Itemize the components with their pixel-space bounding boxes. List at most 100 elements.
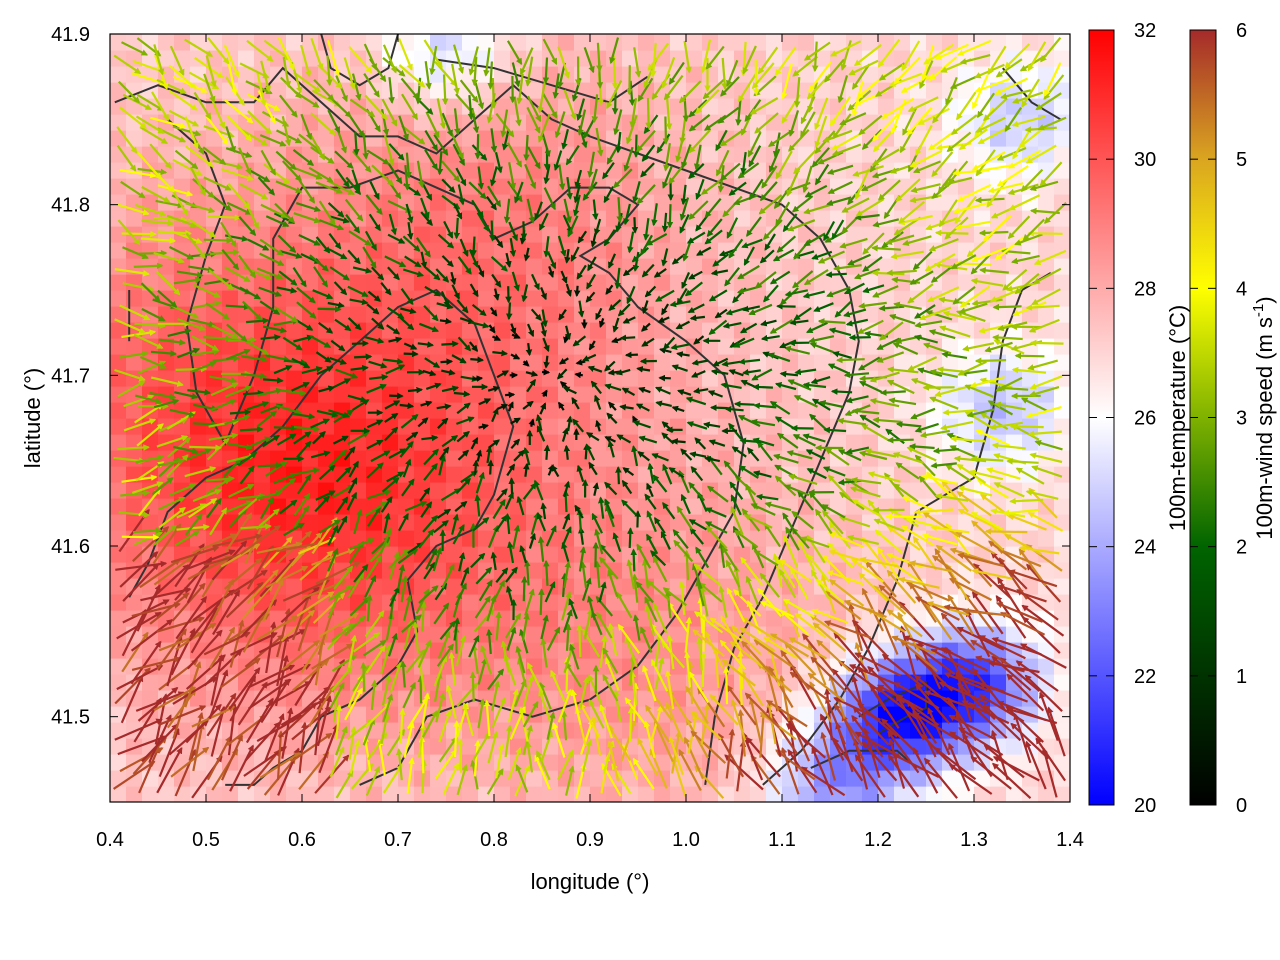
heatmap-cell xyxy=(462,402,479,419)
heatmap-cell xyxy=(414,50,431,67)
heatmap-cell xyxy=(654,482,671,499)
heatmap-cell xyxy=(414,162,431,179)
heatmap-cell xyxy=(974,354,991,371)
heatmap-cell xyxy=(1038,690,1055,707)
heatmap-cell xyxy=(446,306,463,323)
wind-vector xyxy=(257,462,283,469)
heatmap-cell xyxy=(462,338,479,355)
heatmap-cell xyxy=(110,642,127,659)
heatmap-cell xyxy=(526,274,543,291)
heatmap-cell xyxy=(638,370,655,387)
heatmap-cell xyxy=(734,386,751,403)
heatmap-cell xyxy=(462,786,479,802)
heatmap-cell xyxy=(862,66,879,83)
wind-vector xyxy=(1009,423,1044,430)
heatmap-cell xyxy=(430,770,447,787)
heatmap-cell xyxy=(638,754,655,771)
heatmap-cell xyxy=(366,690,383,707)
heatmap-cell xyxy=(222,322,239,339)
heatmap-cell xyxy=(414,98,431,115)
wind-vector xyxy=(263,377,284,384)
heatmap-cell xyxy=(478,498,495,515)
heatmap-cell xyxy=(1022,290,1039,307)
heatmap-cell xyxy=(798,754,815,771)
heatmap-cell xyxy=(110,690,127,707)
wind-vector xyxy=(543,444,551,460)
heatmap-cell xyxy=(702,674,719,691)
heatmap-cell xyxy=(574,226,591,243)
heatmap-cell xyxy=(302,754,319,771)
wind-vector xyxy=(440,358,454,366)
heatmap-cell xyxy=(462,658,479,675)
heatmap-cell xyxy=(750,290,767,307)
heatmap-cell xyxy=(942,370,959,387)
heatmap-cell xyxy=(702,754,719,771)
heatmap-cell xyxy=(574,66,591,83)
heatmap-cell xyxy=(862,242,879,259)
heatmap-cell xyxy=(958,786,975,802)
wind-vector xyxy=(974,357,1007,365)
heatmap-cell xyxy=(670,690,687,707)
heatmap-cell xyxy=(1054,50,1070,67)
heatmap-cell xyxy=(526,258,543,275)
heatmap-cell xyxy=(846,418,863,435)
heatmap-cell xyxy=(238,418,255,435)
heatmap-cell xyxy=(606,466,623,483)
heatmap-cell xyxy=(350,786,367,802)
heatmap-cell xyxy=(510,338,527,355)
heatmap-cell xyxy=(830,786,847,802)
heatmap-cell xyxy=(846,50,863,67)
plot-area xyxy=(110,34,1070,802)
heatmap-cell xyxy=(1038,306,1055,323)
heatmap-cell xyxy=(318,770,335,787)
heatmap-cell xyxy=(350,370,367,387)
heatmap-cell xyxy=(590,482,607,499)
wind-vector xyxy=(1029,339,1064,347)
heatmap-cell xyxy=(254,418,271,435)
heatmap-cell xyxy=(334,786,351,802)
wind-vector xyxy=(1027,229,1063,237)
wind-vector xyxy=(472,375,484,382)
heatmap-cell xyxy=(126,274,143,291)
heatmap-cell xyxy=(430,786,447,802)
heatmap-cell xyxy=(926,34,943,51)
heatmap-cell xyxy=(1054,770,1070,787)
heatmap-cell xyxy=(110,258,127,275)
heatmap-cell xyxy=(126,770,143,787)
heatmap-cell xyxy=(510,530,527,547)
heatmap-cell xyxy=(366,402,383,419)
wind-vector xyxy=(879,389,906,396)
heatmap-cell xyxy=(110,418,127,435)
heatmap-cell xyxy=(398,274,415,291)
heatmap-cell xyxy=(926,82,943,99)
heatmap-cell xyxy=(542,450,559,467)
heatmap-cell xyxy=(622,226,639,243)
heatmap-cell xyxy=(814,354,831,371)
heatmap-cell xyxy=(398,498,415,515)
wind-vector xyxy=(453,390,471,398)
wind-vector xyxy=(474,134,482,160)
heatmap-cell xyxy=(542,482,559,499)
heatmap-cell xyxy=(238,754,255,771)
heatmap-cell xyxy=(622,338,639,355)
heatmap-cell xyxy=(590,658,607,675)
heatmap-cell xyxy=(1054,498,1070,515)
heatmap-cell xyxy=(862,402,879,419)
heatmap-cell xyxy=(126,498,143,515)
wind-vector xyxy=(504,391,516,399)
heatmap-cell xyxy=(254,786,271,802)
heatmap-cell xyxy=(830,34,847,51)
heatmap-cell xyxy=(526,642,543,659)
heatmap-cell xyxy=(430,322,447,339)
heatmap-cell xyxy=(942,786,959,802)
heatmap-cell xyxy=(494,610,511,627)
wind-vector xyxy=(671,438,686,445)
heatmap-cell xyxy=(270,402,287,419)
heatmap-cell xyxy=(910,738,927,755)
heatmap-cell xyxy=(766,610,783,627)
wind-vector xyxy=(121,533,160,541)
wind-vector xyxy=(630,548,637,572)
heatmap-cell xyxy=(750,386,767,403)
heatmap-cell xyxy=(1054,690,1070,707)
